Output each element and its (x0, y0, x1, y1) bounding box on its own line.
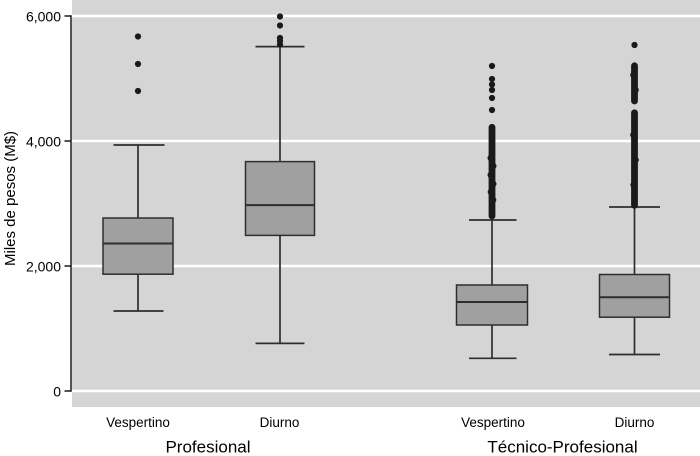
svg-text:2,000: 2,000 (26, 259, 61, 275)
svg-text:0: 0 (53, 384, 61, 400)
svg-text:Vespertino: Vespertino (461, 415, 525, 430)
svg-text:Miles de pesos (M$): Miles de pesos (M$) (2, 131, 19, 266)
svg-text:Profesional: Profesional (165, 437, 250, 456)
svg-text:Vespertino: Vespertino (106, 415, 170, 430)
svg-text:4,000: 4,000 (26, 134, 61, 150)
svg-text:Diurno: Diurno (615, 415, 655, 430)
svg-text:Técnico-Profesional: Técnico-Profesional (487, 437, 637, 456)
svg-text:Diurno: Diurno (260, 415, 300, 430)
svg-text:6,000: 6,000 (26, 9, 61, 25)
